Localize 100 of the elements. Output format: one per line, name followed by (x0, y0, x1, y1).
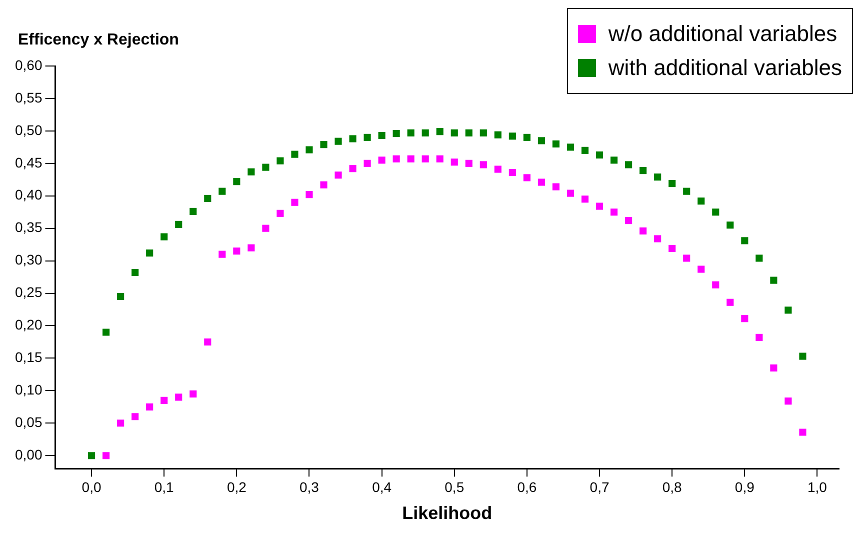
point (726, 222, 734, 229)
point (726, 298, 734, 306)
point (320, 141, 328, 148)
y-tick-label: 0,30 (15, 252, 42, 268)
point (392, 130, 400, 138)
point (741, 315, 748, 322)
point (233, 248, 240, 255)
point (218, 188, 226, 195)
point (640, 227, 647, 234)
point (88, 452, 96, 460)
point (625, 217, 632, 224)
point (407, 129, 414, 136)
point (581, 146, 589, 154)
point (770, 276, 778, 284)
point (566, 144, 574, 151)
point (204, 194, 212, 202)
point (494, 131, 502, 138)
point (668, 244, 676, 252)
point (146, 249, 154, 257)
point (538, 178, 545, 186)
point (132, 268, 139, 276)
point (175, 394, 182, 401)
point (364, 134, 371, 141)
point (276, 210, 284, 217)
point (378, 156, 386, 164)
point (407, 155, 414, 162)
point (698, 198, 705, 205)
x-axis-title: Likelihood (402, 503, 492, 524)
point (262, 224, 270, 232)
point (190, 208, 197, 215)
point (450, 158, 458, 166)
point (291, 150, 298, 158)
point (552, 183, 560, 190)
x-tick-label: 0,0 (82, 478, 102, 495)
legend-label: with additional variables (608, 55, 842, 81)
x-tick-label: 0,6 (517, 478, 537, 495)
point (741, 237, 748, 244)
point (799, 428, 806, 436)
x-tick-label: 1,0 (807, 478, 828, 495)
point (102, 328, 110, 336)
y-tick-label: 0,40 (15, 186, 42, 203)
point (552, 140, 560, 148)
point (320, 181, 328, 188)
point (712, 281, 720, 288)
point (334, 172, 342, 179)
point (465, 129, 472, 136)
point (508, 132, 516, 140)
point (218, 250, 226, 258)
point (523, 134, 530, 141)
x-tick-label: 0,5 (444, 478, 464, 495)
y-tick-label: 0,60 (15, 56, 42, 73)
point (190, 390, 197, 398)
point (480, 129, 487, 136)
point (698, 266, 705, 273)
point (538, 137, 545, 144)
x-tick-label: 0,8 (662, 478, 682, 495)
point (306, 191, 313, 198)
point (596, 202, 604, 210)
point (436, 155, 444, 162)
y-tick-label: 0,35 (15, 219, 42, 236)
point (668, 180, 676, 188)
point (291, 198, 298, 206)
point (625, 161, 632, 168)
point (233, 178, 240, 186)
point (132, 413, 139, 420)
y-tick-label: 0,50 (15, 122, 42, 138)
x-tick-label: 0,3 (300, 478, 320, 495)
point (770, 364, 778, 372)
point (306, 146, 313, 154)
point (683, 188, 690, 195)
point (683, 254, 690, 262)
point (523, 174, 530, 182)
point (640, 167, 647, 174)
point (654, 235, 662, 242)
y-tick-label: 0,10 (15, 382, 42, 398)
point (610, 208, 618, 216)
point (248, 168, 255, 176)
point (204, 338, 212, 346)
y-tick-label: 0,25 (15, 284, 42, 300)
point (436, 128, 444, 136)
y-tick-label: 0,00 (15, 446, 42, 462)
point (175, 220, 182, 228)
point (248, 244, 255, 252)
point (784, 398, 792, 405)
x-tick-label: 0,4 (372, 478, 392, 495)
point (102, 452, 110, 460)
x-tick-label: 0,2 (226, 478, 247, 495)
point (422, 155, 429, 162)
point (160, 233, 168, 240)
point (450, 129, 458, 136)
point (596, 151, 604, 158)
point (480, 161, 487, 168)
point (756, 334, 763, 341)
y-axis-title: Efficency x Rejection (18, 31, 179, 48)
y-tick-label: 0,55 (15, 89, 42, 106)
point (566, 190, 574, 197)
point (160, 396, 168, 404)
y-tick-label: 0,45 (15, 154, 42, 170)
point (610, 156, 618, 164)
x-tick-label: 0,9 (734, 478, 755, 495)
